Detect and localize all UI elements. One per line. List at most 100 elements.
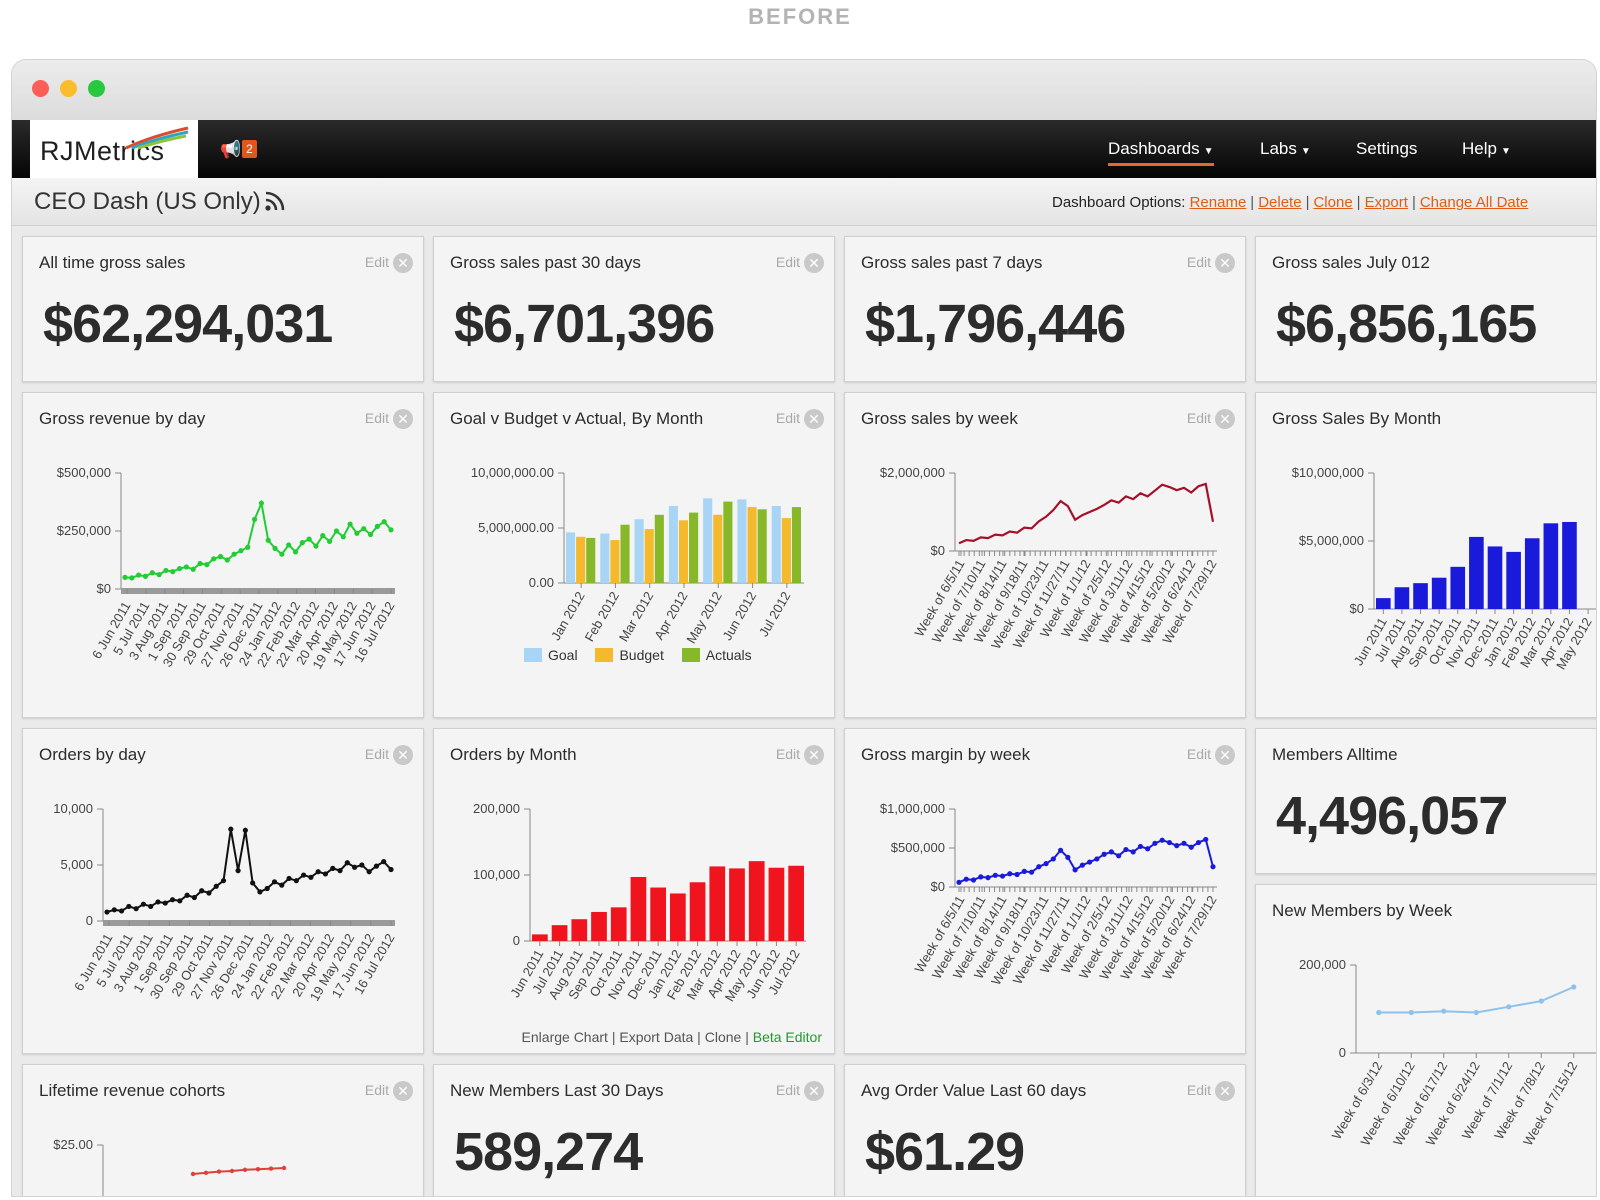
data-point (170, 569, 176, 575)
edit-button[interactable]: Edit (364, 254, 389, 270)
bar (1413, 583, 1428, 609)
edit-button[interactable]: Edit (1186, 254, 1211, 270)
edit-button[interactable]: Edit (775, 410, 800, 426)
edit-button[interactable]: Edit (1186, 410, 1211, 426)
bar (768, 867, 785, 941)
data-point (258, 500, 265, 506)
card-title: Members Alltime (1272, 745, 1398, 764)
close-icon[interactable]: ✕ (804, 1081, 824, 1101)
edit-button[interactable]: Edit (1186, 746, 1211, 762)
bar-actuals (586, 537, 596, 583)
data-point (1166, 839, 1173, 846)
y-tick-label: 5,000 (60, 857, 93, 872)
beta-editor-link[interactable]: Beta Editor (752, 1029, 822, 1045)
nav-settings[interactable]: Settings (1356, 139, 1417, 159)
nav-dashboards[interactable]: Dashboards ▼ (1108, 139, 1214, 166)
data-point (1072, 867, 1078, 873)
y-tick-label: 10,000 (53, 801, 93, 816)
close-icon[interactable]: ✕ (393, 253, 413, 273)
change-all-date-link[interactable]: Change All Date (1419, 194, 1529, 211)
legend-label: Actuals (705, 647, 752, 663)
close-icon[interactable]: ✕ (1215, 1081, 1235, 1101)
zoom-window-button[interactable] (88, 80, 105, 97)
bar-budget (781, 518, 791, 583)
bar-goal (668, 506, 678, 583)
data-point (1043, 861, 1049, 867)
notification-count-badge: 2 (242, 140, 257, 158)
clone-link[interactable]: Clone (1313, 194, 1353, 211)
close-icon[interactable]: ✕ (804, 409, 824, 429)
cohort-point (268, 1166, 274, 1171)
edit-button[interactable]: Edit (775, 746, 800, 762)
y-tick-label: 0 (1339, 1045, 1346, 1060)
y-tick-label: 0 (513, 933, 520, 948)
data-point (235, 868, 241, 874)
close-icon[interactable]: ✕ (393, 409, 413, 429)
edit-button[interactable]: Edit (775, 254, 800, 270)
legend-item-goal[interactable]: Goal (524, 647, 578, 663)
close-icon[interactable]: ✕ (393, 745, 413, 765)
close-icon[interactable]: ✕ (1215, 409, 1235, 429)
data-point (122, 574, 128, 580)
bar-goal (600, 533, 610, 583)
export-link[interactable]: Export (1364, 194, 1408, 211)
close-icon[interactable]: ✕ (1215, 745, 1235, 765)
delete-link[interactable]: Delete (1258, 194, 1302, 211)
export-data-link[interactable]: Export Data (619, 1029, 694, 1045)
card-title: New Members by Week (1272, 901, 1453, 920)
caret-down-icon: ▼ (1203, 146, 1214, 157)
edit-button[interactable]: Edit (775, 1082, 800, 1098)
close-icon[interactable]: ✕ (804, 253, 824, 273)
data-point (279, 551, 285, 557)
edit-button[interactable]: Edit (364, 410, 389, 426)
data-point (190, 566, 196, 572)
edit-button[interactable]: Edit (1186, 1082, 1211, 1098)
data-point (1014, 871, 1020, 878)
card-title: Gross sales July 012 (1272, 253, 1430, 272)
card-title: Goal v Budget v Actual, By Month (450, 409, 704, 428)
data-point (1123, 846, 1129, 853)
minimize-window-button[interactable] (60, 80, 77, 97)
nav-help[interactable]: Help ▼ (1462, 139, 1511, 159)
data-point (155, 899, 161, 905)
enlarge-chart-link[interactable]: Enlarge Chart (521, 1029, 608, 1045)
clone-chart-link[interactable]: Clone (704, 1029, 742, 1045)
caret-down-icon: ▼ (1300, 146, 1311, 157)
card-title: New Members Last 30 Days (450, 1081, 664, 1100)
bar-actuals (757, 509, 767, 583)
close-icon[interactable]: ✕ (1215, 253, 1235, 273)
edit-button[interactable]: Edit (364, 1082, 389, 1098)
data-point (1058, 847, 1064, 853)
rss-feed-icon[interactable] (264, 190, 286, 212)
card-title: Gross sales by week (861, 409, 1018, 428)
announcements-button[interactable]: 📢 2 (220, 140, 257, 160)
nav-labs[interactable]: Labs ▼ (1260, 139, 1311, 159)
y-tick-label: $500,000 (891, 840, 945, 855)
y-tick-label: $0 (1350, 601, 1364, 616)
legend-item-actuals[interactable]: Actuals (681, 647, 752, 663)
data-point (1152, 840, 1158, 846)
data-point (206, 890, 212, 896)
rjmetrics-logo[interactable]: RJMetrics (30, 120, 198, 178)
rename-link[interactable]: Rename (1189, 194, 1247, 211)
bar-goal (703, 498, 713, 583)
data-point (191, 894, 197, 901)
data-point (184, 892, 190, 898)
data-point (1538, 998, 1544, 1004)
y-tick-label: 5,000,000.00 (478, 520, 554, 535)
data-point (367, 531, 374, 538)
legend-item-budget[interactable]: Budget (595, 647, 664, 663)
data-point (1473, 1009, 1479, 1016)
card-gross-sales-7-days: Gross sales past 7 days Edit ✕ $1,796,44… (844, 236, 1246, 382)
bar-actuals (791, 507, 801, 583)
close-window-button[interactable] (32, 80, 49, 97)
edit-button[interactable]: Edit (364, 746, 389, 762)
cohort-point (255, 1167, 261, 1172)
data-point (238, 548, 244, 554)
bar (1376, 598, 1391, 609)
series-line (958, 482, 1215, 545)
close-icon[interactable]: ✕ (804, 745, 824, 765)
data-point (361, 526, 367, 532)
data-point (299, 540, 305, 546)
close-icon[interactable]: ✕ (393, 1081, 413, 1101)
